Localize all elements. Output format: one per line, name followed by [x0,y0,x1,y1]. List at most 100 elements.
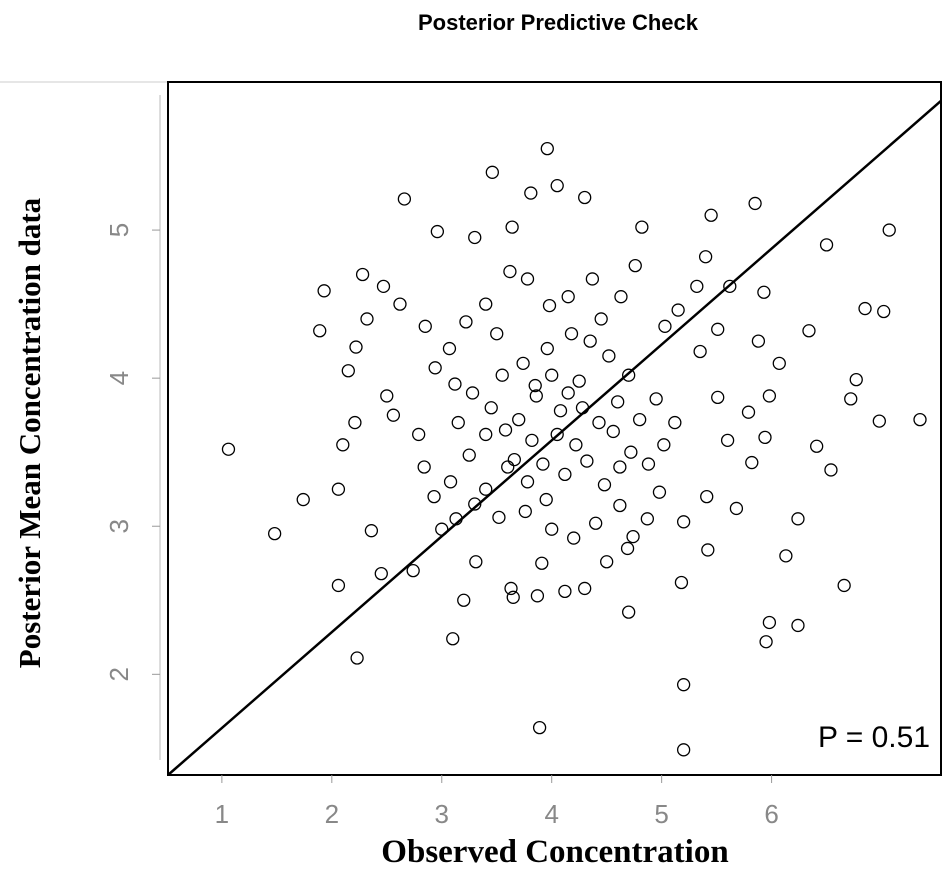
point [602,349,616,363]
point [620,541,635,556]
point [594,312,608,326]
point [532,720,547,735]
point [913,412,927,427]
point [698,250,713,264]
point [748,196,762,211]
point [468,230,482,245]
x-tick-label: 2 [325,799,339,829]
point [484,401,498,415]
point [657,438,671,452]
point [711,390,725,405]
point [613,460,627,474]
point [564,327,579,341]
point [558,467,572,482]
point [633,412,647,427]
point [530,589,545,603]
point [512,412,526,427]
point [676,515,691,529]
y-tick-label: 4 [104,371,134,385]
point [635,220,649,234]
point [613,498,627,513]
point [459,315,473,329]
point [313,324,327,338]
point [779,549,793,563]
annotation: P = 0.51 [818,721,930,754]
point [745,455,759,470]
point [518,504,532,519]
point [506,590,520,604]
point [504,581,518,596]
point [720,433,735,447]
point [446,632,460,646]
point [540,341,554,356]
point [569,438,583,452]
point [536,457,550,471]
point [469,555,483,569]
point [628,258,642,273]
point [350,651,364,665]
point [498,423,513,437]
point [539,492,553,507]
point [448,377,462,391]
y-tick-label: 2 [104,667,134,681]
point [341,364,355,378]
point [451,415,465,430]
point [393,297,407,311]
point [427,489,441,504]
y-tick-label: 3 [104,519,134,533]
point [465,386,480,400]
diagonal-line [167,99,942,776]
point [550,179,564,193]
point [495,368,509,382]
point [364,524,379,538]
point [567,531,581,545]
point [741,405,756,419]
point [545,522,559,536]
point [267,526,282,541]
point [317,284,331,298]
point [624,445,638,459]
point [507,452,521,467]
point [406,564,420,578]
point [611,395,625,409]
y-axis-label: Posterior Mean Concentration data [12,197,47,668]
point [676,743,691,757]
point [640,512,655,526]
point [649,392,663,406]
point [545,368,559,382]
point [597,478,612,492]
point [837,578,851,593]
point [676,678,691,692]
point [585,272,600,286]
point [626,529,640,544]
point [529,389,543,403]
point [479,297,493,311]
point [501,460,515,474]
point [757,285,771,299]
point [221,442,236,456]
x-tick-label: 5 [654,799,668,829]
point [485,165,499,179]
point [428,361,442,375]
point [468,497,482,511]
point [561,290,575,304]
point [819,238,834,252]
point [882,223,896,237]
point [376,279,391,293]
point [535,556,549,570]
point [700,489,714,504]
point [580,454,594,468]
point [614,290,628,304]
point [762,615,777,630]
point [503,264,517,279]
point [443,475,458,489]
point [331,482,346,496]
point [652,485,667,499]
point [457,593,471,607]
point [558,584,572,599]
x-tick-label: 3 [435,799,449,829]
point [417,460,431,474]
point [791,512,805,526]
point [701,543,715,557]
